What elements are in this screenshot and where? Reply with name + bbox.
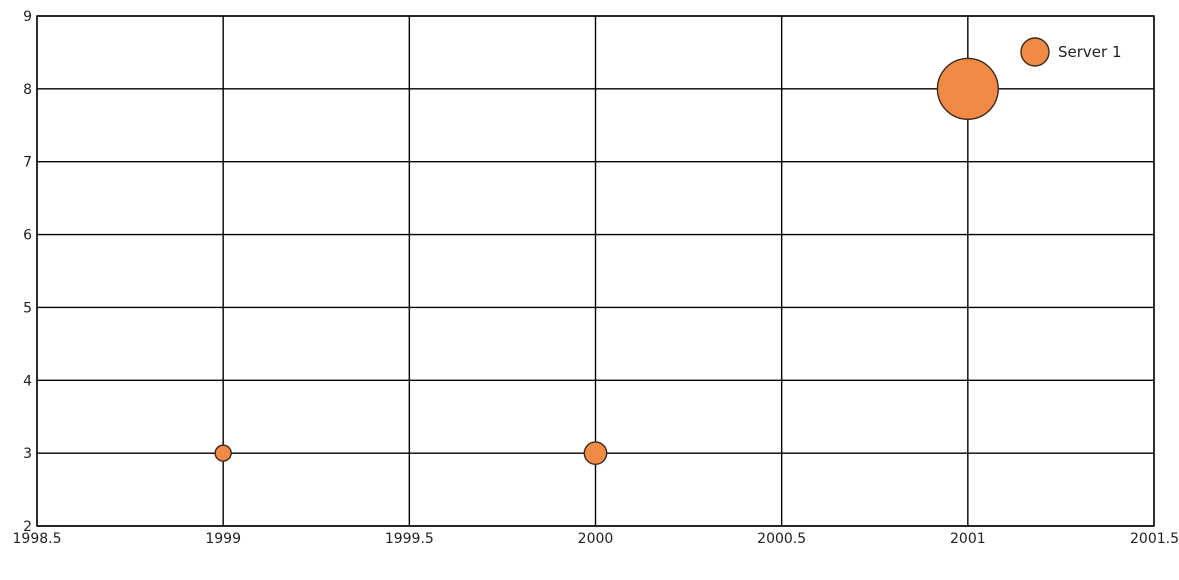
y-tick-label: 5 (23, 300, 32, 316)
x-tick-label: 2001 (950, 531, 986, 547)
x-tick-label: 1999.5 (385, 531, 434, 547)
data-point-bubble[interactable] (583, 441, 608, 466)
legend-label: Server 1 (1058, 43, 1122, 61)
legend[interactable]: Server 1 (1020, 37, 1122, 67)
data-point-bubble[interactable] (936, 57, 999, 120)
x-tick-label: 1999 (205, 531, 241, 547)
x-axis: 1998.5 1999 1999.5 2000 2000.5 2001 2001.5 (13, 531, 1179, 547)
x-tick-label: 1998.5 (13, 531, 62, 547)
data-points (214, 57, 999, 466)
legend-swatch (1020, 37, 1050, 67)
data-point-bubble[interactable] (214, 444, 232, 462)
y-tick-label: 3 (23, 446, 32, 462)
y-tick-label: 6 (23, 228, 32, 244)
x-tick-label: 2001.5 (1130, 531, 1179, 547)
y-axis: 2 3 4 5 6 7 8 9 (23, 9, 32, 535)
y-tick-label: 9 (23, 9, 32, 25)
y-tick-label: 7 (23, 155, 32, 171)
y-tick-label: 4 (23, 373, 32, 389)
y-tick-label: 2 (23, 519, 32, 535)
y-tick-label: 8 (23, 82, 32, 98)
x-tick-label: 2000.5 (757, 531, 806, 547)
plot-area (36, 15, 1155, 527)
x-tick-label: 2000 (578, 531, 614, 547)
